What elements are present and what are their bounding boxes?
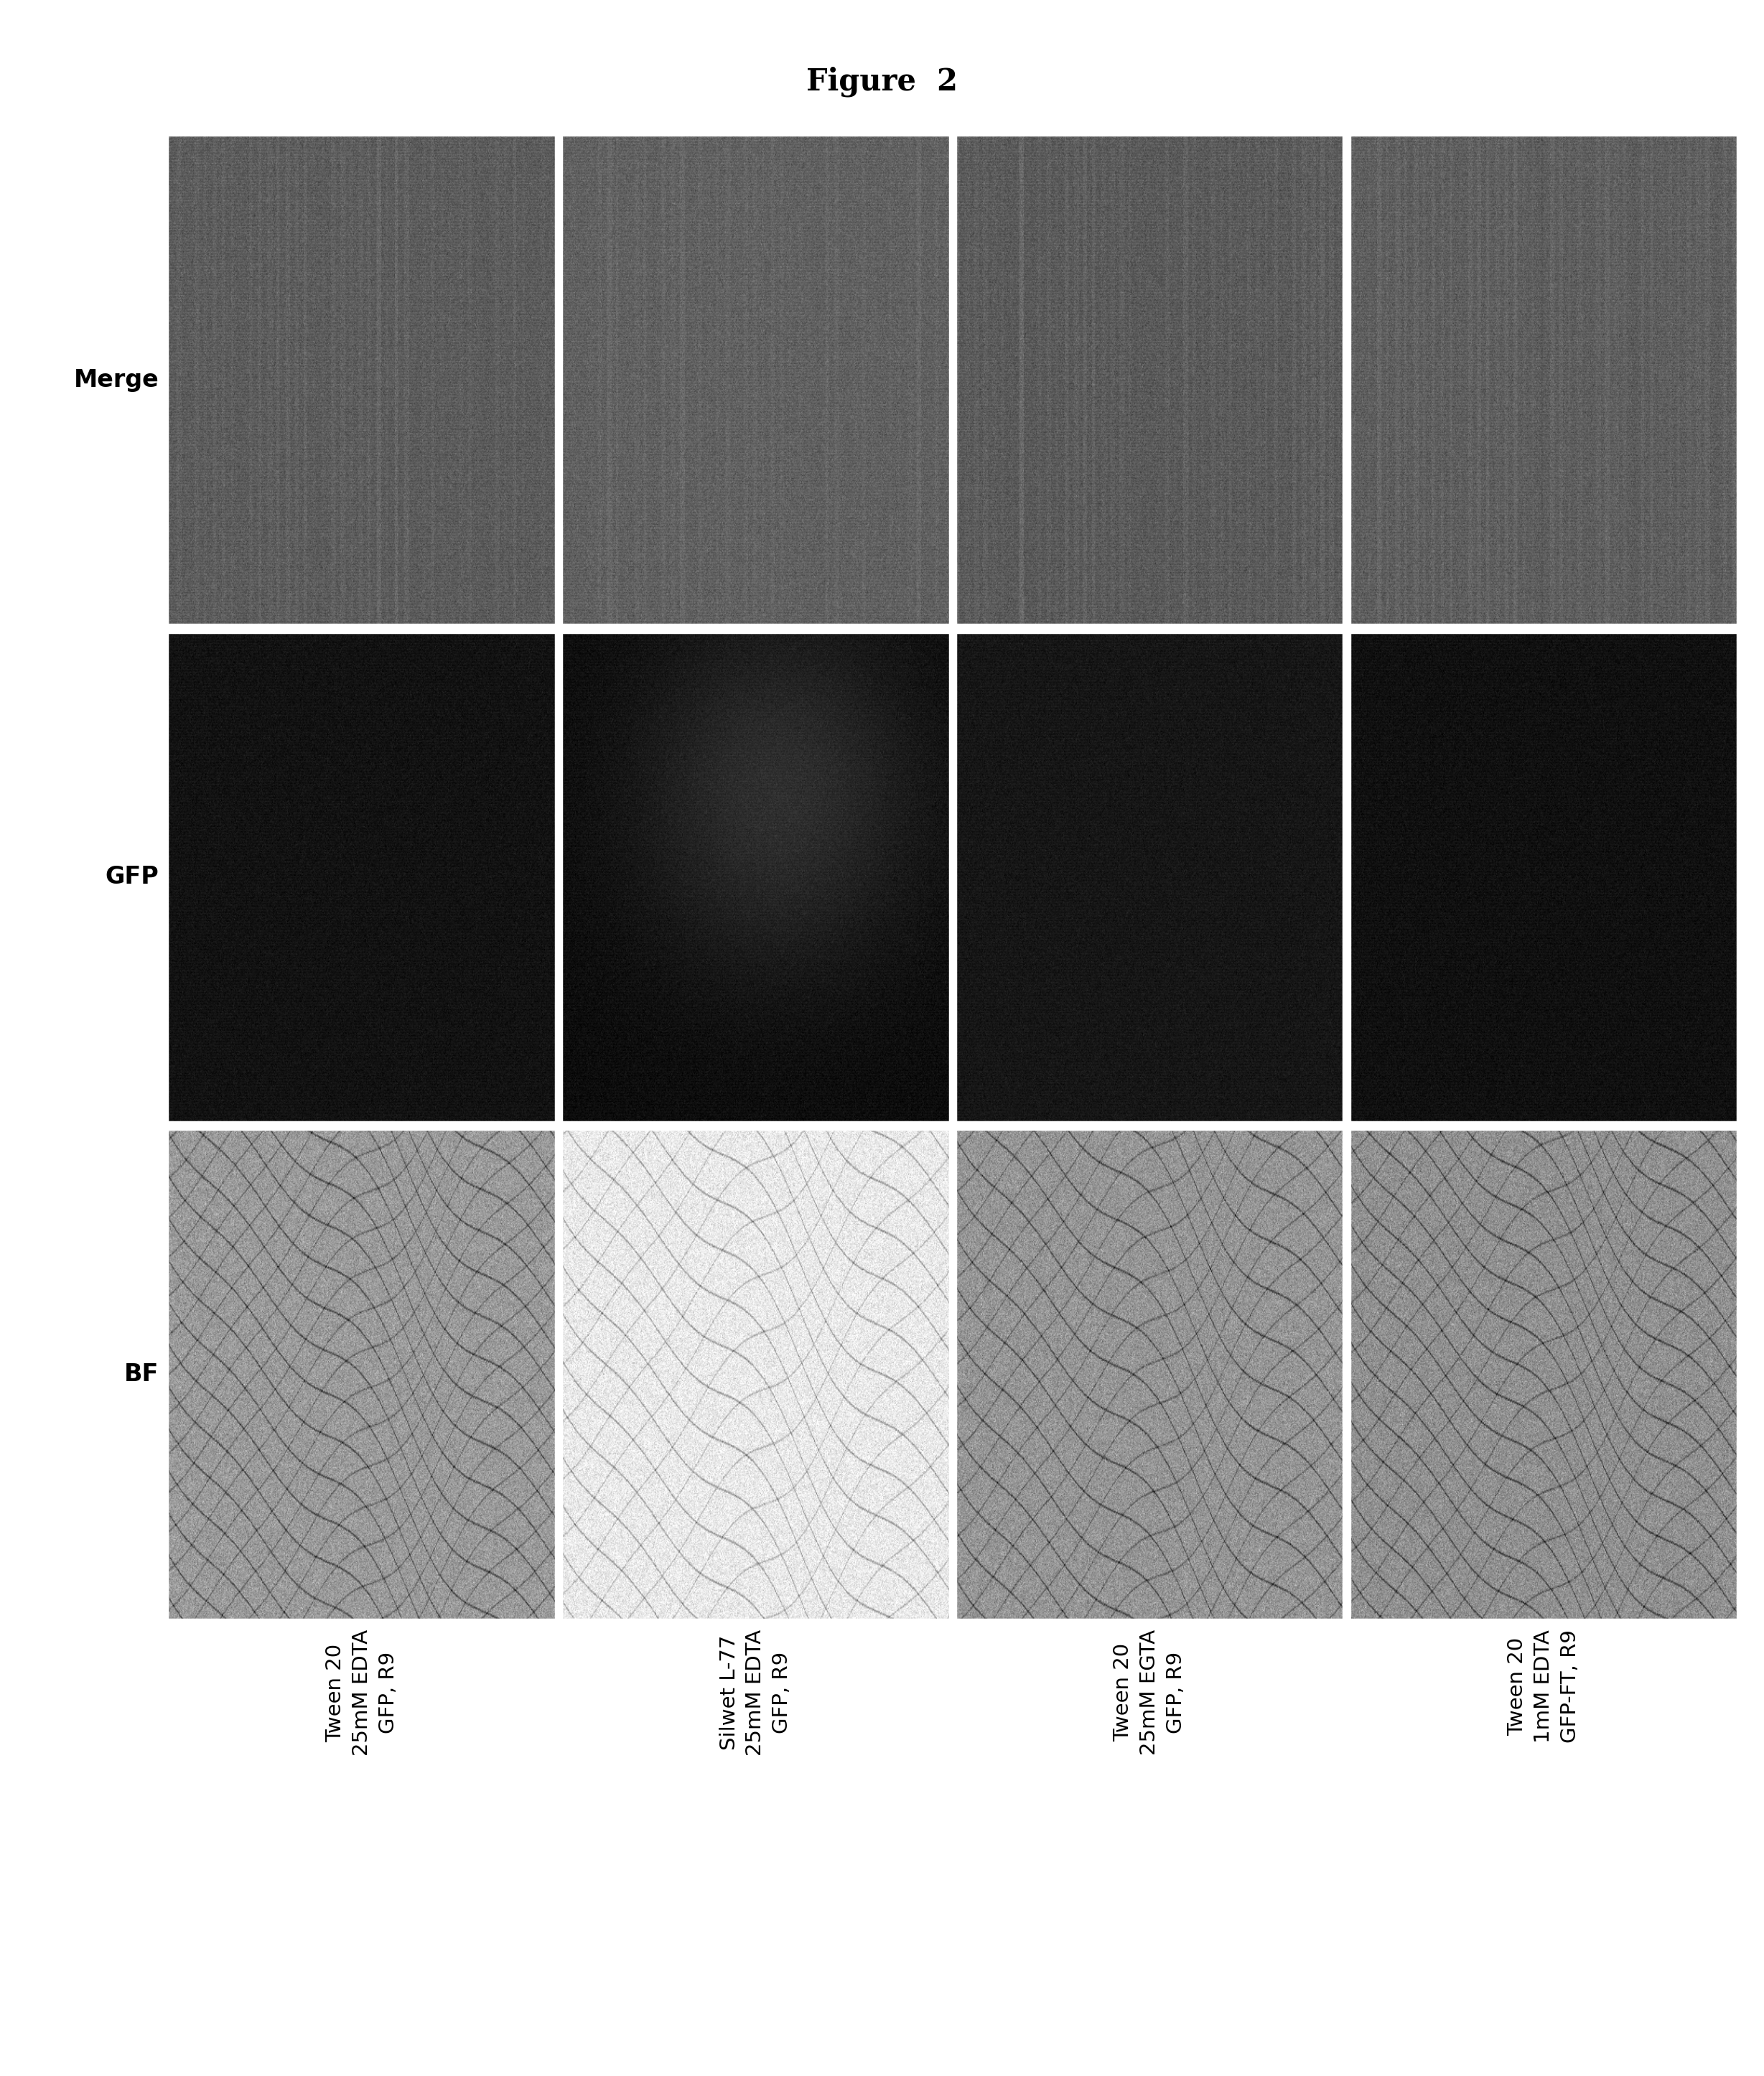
Text: Silwet L-77
25mM EDTA
GFP, R9: Silwet L-77 25mM EDTA GFP, R9 xyxy=(720,1630,792,1756)
Text: GFP: GFP xyxy=(106,866,159,889)
Text: Figure  2: Figure 2 xyxy=(806,66,958,98)
Text: Tween 20
1mM EDTA
GFP-FT, R9: Tween 20 1mM EDTA GFP-FT, R9 xyxy=(1506,1630,1581,1744)
Text: BF: BF xyxy=(123,1362,159,1387)
Text: Tween 20
25mM EGTA
GFP, R9: Tween 20 25mM EGTA GFP, R9 xyxy=(1113,1630,1185,1756)
Text: Tween 20
25mM EDTA
GFP, R9: Tween 20 25mM EDTA GFP, R9 xyxy=(325,1630,399,1756)
Text: Merge: Merge xyxy=(74,367,159,392)
